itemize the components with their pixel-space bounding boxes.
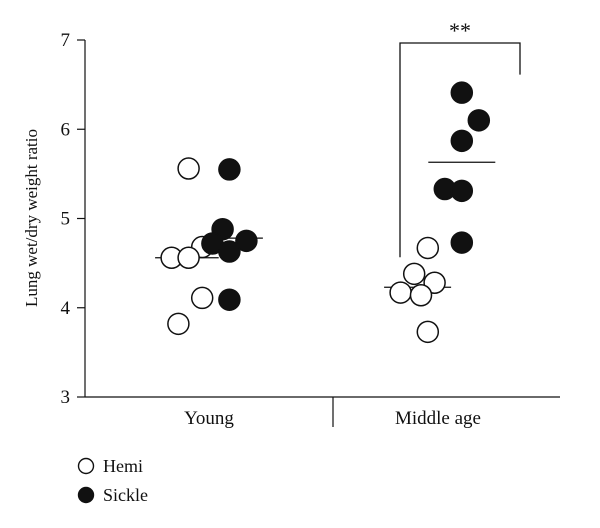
point-sickle [218, 240, 241, 263]
axes [84, 40, 560, 427]
y-axis-title: Lung wet/dry weight ratio [22, 129, 41, 307]
y-ticks: 3 4 5 6 7 [61, 30, 85, 408]
point-sickle [450, 81, 474, 104]
legend-marker-sickle [77, 486, 95, 504]
y-tick-label: 6 [61, 119, 71, 140]
point-hemi [177, 157, 200, 180]
data-points [160, 81, 491, 344]
point-sickle [450, 179, 474, 203]
significance-label: ** [449, 18, 471, 43]
point-hemi [416, 236, 440, 260]
x-group-label: Young [184, 408, 234, 429]
point-sickle [467, 109, 491, 132]
y-tick-label: 7 [61, 30, 71, 51]
point-hemi [416, 320, 440, 344]
point-hemi [167, 312, 190, 336]
y-tick-label: 5 [61, 209, 71, 230]
legend-marker-hemi [77, 457, 95, 475]
point-hemi [177, 246, 200, 270]
legend: Hemi Sickle [77, 456, 148, 505]
x-group-label: Middle age [395, 408, 481, 429]
x-groups: Young Middle age [184, 408, 481, 429]
point-sickle [235, 229, 258, 253]
significance-bracket: ** [399, 18, 521, 258]
point-sickle [450, 231, 474, 254]
point-sickle [450, 129, 474, 153]
point-hemi [409, 284, 433, 307]
bracket-line [399, 42, 521, 258]
y-tick-label: 3 [61, 387, 71, 408]
legend-label: Sickle [103, 485, 148, 505]
y-tick-label: 4 [61, 298, 71, 319]
point-sickle [218, 288, 241, 311]
point-hemi [402, 262, 426, 286]
point-sickle [218, 158, 241, 181]
legend-label: Hemi [103, 456, 143, 476]
point-hemi [190, 286, 214, 310]
point-hemi [389, 281, 412, 304]
